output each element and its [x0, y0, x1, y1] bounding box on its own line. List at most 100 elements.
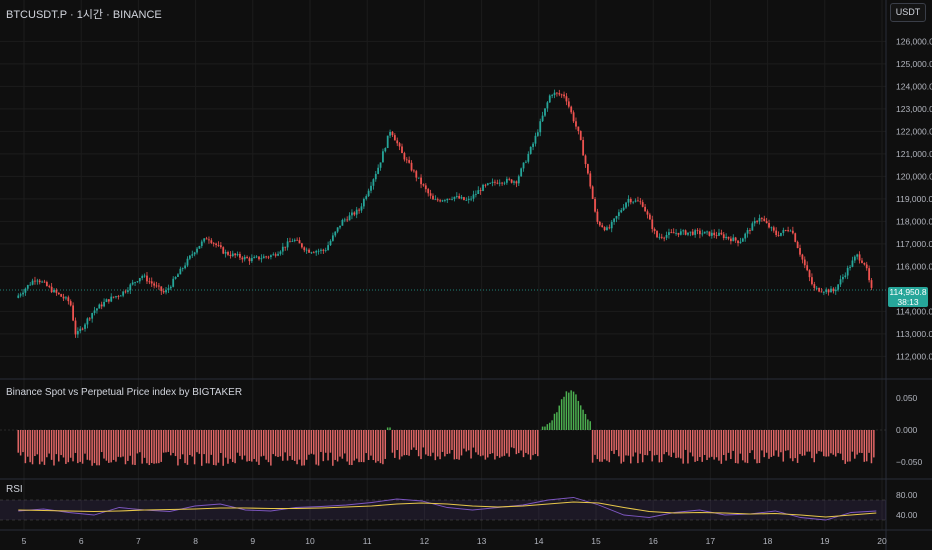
index-bar [174, 430, 177, 457]
candle-body [610, 221, 613, 229]
index-bar [31, 430, 34, 465]
candle-body [718, 232, 720, 236]
candle-body [382, 151, 384, 163]
candle-body [205, 238, 208, 240]
index-bar [842, 430, 844, 461]
price-tick-label: 118,000.0 [896, 216, 932, 226]
index-bar [861, 430, 863, 453]
candle-body [343, 219, 346, 221]
index-bar [541, 426, 544, 430]
candle-body [408, 160, 411, 163]
index-bar [324, 430, 327, 453]
price-tick-label: 121,000.0 [896, 149, 932, 159]
candle-body [770, 227, 773, 229]
index-bar [491, 430, 494, 454]
candle-body [74, 320, 77, 335]
candle-body [515, 181, 518, 184]
index-bar [503, 430, 506, 456]
index-bar [210, 430, 213, 455]
candle-body [348, 215, 351, 221]
candle-body [310, 252, 313, 254]
index-bar [599, 430, 601, 462]
candle-body [384, 148, 387, 152]
index-bar [241, 430, 244, 460]
index-bar [525, 430, 527, 453]
candle-body [510, 179, 513, 183]
index-bar [27, 430, 29, 457]
candle-body [181, 268, 184, 269]
candle-body [830, 288, 832, 293]
candle-body [851, 260, 854, 267]
index-bar [784, 430, 787, 451]
index-bar [506, 430, 508, 454]
candle-body [548, 95, 551, 103]
candle-body [627, 198, 630, 203]
candle-body [96, 308, 98, 311]
index-bar [405, 430, 408, 456]
candle-body [658, 236, 661, 238]
index-bar [813, 430, 816, 463]
index-bar [486, 430, 489, 458]
candle-body [248, 258, 251, 262]
candle-body [701, 233, 704, 235]
index-bar [103, 430, 105, 459]
candle-body [65, 297, 67, 299]
currency-button[interactable]: USDT [890, 3, 926, 22]
candle-body [370, 185, 372, 191]
index-bar [832, 430, 835, 455]
index-bar [570, 390, 572, 430]
index-bar [436, 430, 439, 457]
candle-body [401, 146, 403, 154]
index-bar [846, 430, 849, 462]
candle-body [143, 275, 146, 277]
candle-body [212, 242, 215, 244]
index-bar [136, 430, 139, 454]
index-bar [453, 430, 456, 460]
candle-body [188, 255, 191, 259]
index-bar [57, 430, 60, 462]
index-bar [498, 430, 501, 458]
current-price-value: 114,950.8 [889, 287, 927, 297]
index-bar [203, 430, 205, 455]
candle-body [582, 139, 585, 156]
candle-body [665, 234, 668, 238]
candle-body [560, 94, 563, 96]
candle-body [453, 196, 456, 199]
candle-body [832, 288, 835, 292]
candle-body [699, 230, 701, 235]
candle-body [756, 221, 759, 222]
index-bar [24, 430, 27, 464]
time-tick-label: 14 [534, 536, 544, 546]
candle-body [239, 253, 241, 258]
candle-body [327, 245, 330, 251]
candle-body [186, 258, 189, 266]
candle-body [544, 108, 546, 116]
index-bar [360, 430, 363, 463]
candle-body [365, 196, 368, 199]
index-bar [308, 430, 310, 455]
index-bar [520, 430, 522, 451]
index-bar [718, 430, 720, 461]
candle-body [741, 238, 744, 242]
candle-body [822, 291, 825, 293]
index-bar [851, 430, 854, 452]
index-bar [823, 430, 825, 457]
index-bar [472, 430, 475, 448]
index-bar [220, 430, 222, 454]
index-bar [522, 430, 525, 458]
candle-body [789, 230, 792, 232]
index-bar [177, 430, 179, 466]
candle-body [760, 218, 763, 219]
index-bar [181, 430, 184, 455]
candle-body [391, 131, 394, 136]
index-bar [556, 412, 558, 430]
index-bar [818, 430, 820, 452]
candle-body [520, 168, 523, 177]
candle-body [136, 281, 139, 283]
candle-body [277, 253, 279, 256]
index-bar [272, 430, 274, 455]
candle-body [508, 178, 511, 180]
candle-body [820, 291, 823, 293]
